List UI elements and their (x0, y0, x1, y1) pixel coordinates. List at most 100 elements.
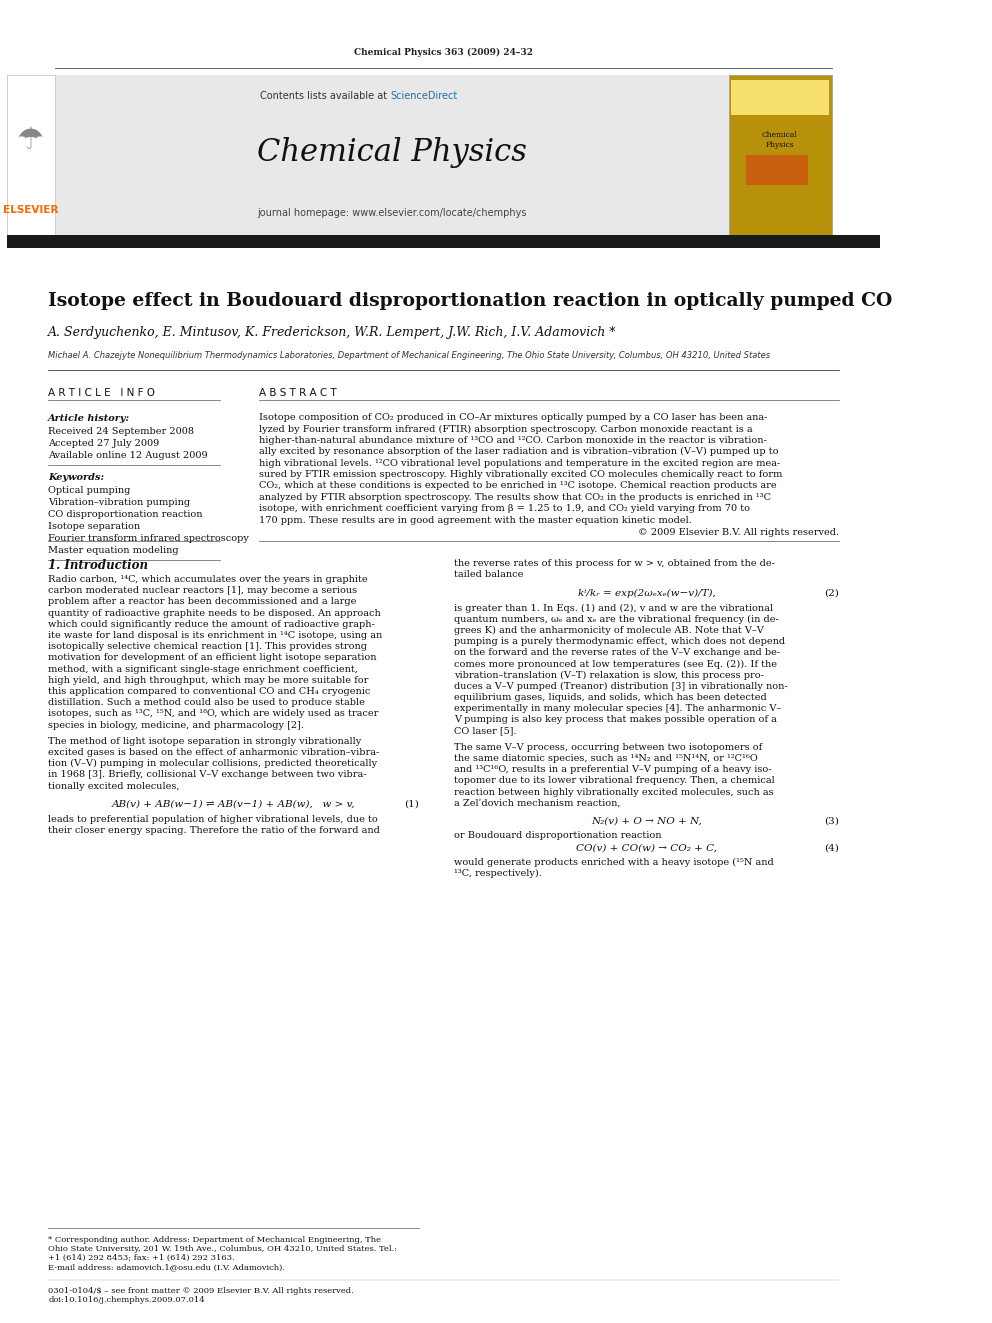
Text: (4): (4) (824, 844, 839, 853)
Text: leads to preferential population of higher vibrational levels, due to: leads to preferential population of high… (49, 815, 378, 824)
Text: high vibrational levels. ¹²CO vibrational level populations and temperature in t: high vibrational levels. ¹²CO vibrationa… (260, 459, 781, 467)
Text: ally excited by resonance absorption of the laser radiation and is vibration–vib: ally excited by resonance absorption of … (260, 447, 779, 456)
Text: Available online 12 August 2009: Available online 12 August 2009 (49, 451, 207, 460)
Text: Contents lists available at: Contents lists available at (260, 91, 390, 101)
Text: (1): (1) (404, 800, 419, 808)
Text: Michael A. Chazejyte Nonequilibrium Thermodynamics Laboratories, Department of M: Michael A. Chazejyte Nonequilibrium Ther… (49, 351, 770, 360)
Text: equilibrium gases, liquids, and solids, which has been detected: equilibrium gases, liquids, and solids, … (454, 693, 767, 703)
Text: tion (V–V) pumping in molecular collisions, predicted theoretically: tion (V–V) pumping in molecular collisio… (49, 759, 377, 769)
Text: in 1968 [3]. Briefly, collisional V–V exchange between two vibra-: in 1968 [3]. Briefly, collisional V–V ex… (49, 770, 367, 779)
Text: Article history:: Article history: (49, 414, 130, 423)
Text: CO₂, which at these conditions is expected to be enriched in ¹³C isotope. Chemic: CO₂, which at these conditions is expect… (260, 482, 777, 491)
Text: 1. Introduction: 1. Introduction (49, 560, 148, 572)
FancyBboxPatch shape (7, 235, 880, 247)
Text: sured by FTIR emission spectroscopy. Highly vibrationally excited CO molecules c: sured by FTIR emission spectroscopy. Hig… (260, 470, 783, 479)
Text: topomer due to its lower vibrational frequency. Then, a chemical: topomer due to its lower vibrational fre… (454, 777, 775, 786)
Text: their closer energy spacing. Therefore the ratio of the forward and: their closer energy spacing. Therefore t… (49, 826, 380, 835)
Text: or Boudouard disproportionation reaction: or Boudouard disproportionation reaction (454, 831, 662, 840)
Text: A B S T R A C T: A B S T R A C T (260, 388, 337, 398)
Text: ELSEVIER: ELSEVIER (3, 205, 59, 216)
Text: grees K) and the anharmonicity of molecule AB. Note that V–V: grees K) and the anharmonicity of molecu… (454, 626, 764, 635)
Text: higher-than-natural abundance mixture of ¹³CO and ¹²CO. Carbon monoxide in the r: higher-than-natural abundance mixture of… (260, 435, 767, 445)
FancyBboxPatch shape (746, 155, 807, 185)
Text: vibration–translation (V–T) relaxation is slow, this process pro-: vibration–translation (V–T) relaxation i… (454, 671, 764, 680)
Text: AB(v) + AB(w−1) ⇌ AB(v−1) + AB(w),   w > v,: AB(v) + AB(w−1) ⇌ AB(v−1) + AB(w), w > v… (112, 800, 355, 808)
Text: distillation. Such a method could also be used to produce stable: distillation. Such a method could also b… (49, 699, 365, 708)
Text: journal homepage: www.elsevier.com/locate/chemphys: journal homepage: www.elsevier.com/locat… (257, 208, 527, 218)
Text: which could significantly reduce the amount of radioactive graph-: which could significantly reduce the amo… (49, 619, 375, 628)
Text: Chemical Physics: Chemical Physics (257, 138, 527, 168)
Text: kⁱ/kᵣ = exp(2ωₑxₑ(w−v)/T),: kⁱ/kᵣ = exp(2ωₑxₑ(w−v)/T), (577, 589, 715, 598)
FancyBboxPatch shape (7, 75, 56, 235)
Text: ScienceDirect: ScienceDirect (390, 91, 457, 101)
Text: N₂(v) + O → NO + N,: N₂(v) + O → NO + N, (591, 818, 701, 826)
Text: (2): (2) (824, 589, 839, 598)
Text: ite waste for land disposal is its enrichment in ¹⁴C isotope, using an: ite waste for land disposal is its enric… (49, 631, 382, 640)
Text: reaction between highly vibrationally excited molecules, such as: reaction between highly vibrationally ex… (454, 787, 774, 796)
Text: A. Serdyuchenko, E. Mintusov, K. Frederickson, W.R. Lempert, J.W. Rich, I.V. Ada: A. Serdyuchenko, E. Mintusov, K. Frederi… (49, 325, 617, 339)
Text: doi:10.1016/j.chemphys.2009.07.014: doi:10.1016/j.chemphys.2009.07.014 (49, 1297, 205, 1304)
Text: * Corresponding author. Address: Department of Mechanical Engineering, The: * Corresponding author. Address: Departm… (49, 1236, 381, 1244)
Text: this application compared to conventional CO and CH₄ cryogenic: this application compared to conventiona… (49, 687, 371, 696)
Text: 0301-0104/$ – see front matter © 2009 Elsevier B.V. All rights reserved.: 0301-0104/$ – see front matter © 2009 El… (49, 1287, 354, 1295)
Text: excited gases is based on the effect of anharmonic vibration–vibra-: excited gases is based on the effect of … (49, 747, 379, 757)
Text: tionally excited molecules,: tionally excited molecules, (49, 782, 180, 791)
Text: CO(v) + CO(w) → CO₂ + C,: CO(v) + CO(w) → CO₂ + C, (576, 844, 717, 853)
Text: +1 (614) 292 8453; fax: +1 (614) 292 3163.: +1 (614) 292 8453; fax: +1 (614) 292 316… (49, 1254, 235, 1262)
Text: comes more pronounced at low temperatures (see Eq. (2)). If the: comes more pronounced at low temperature… (454, 659, 777, 668)
Text: high yield, and high throughput, which may be more suitable for: high yield, and high throughput, which m… (49, 676, 368, 685)
Text: quantum numbers, ωₑ and xₑ are the vibrational frequency (in de-: quantum numbers, ωₑ and xₑ are the vibra… (454, 615, 779, 623)
Text: ¹³C, respectively).: ¹³C, respectively). (454, 869, 542, 878)
Text: Isotope effect in Boudouard disproportionation reaction in optically pumped CO: Isotope effect in Boudouard disproportio… (49, 292, 893, 310)
Text: lyzed by Fourier transform infrared (FTIR) absorption spectroscopy. Carbon monox: lyzed by Fourier transform infrared (FTI… (260, 425, 753, 434)
Text: Radio carbon, ¹⁴C, which accumulates over the years in graphite: Radio carbon, ¹⁴C, which accumulates ove… (49, 576, 368, 583)
Text: 170 ppm. These results are in good agreement with the master equation kinetic mo: 170 ppm. These results are in good agree… (260, 516, 692, 525)
Text: (3): (3) (824, 818, 839, 826)
Text: the reverse rates of this process for w > v, obtained from the de-: the reverse rates of this process for w … (454, 560, 775, 568)
Text: motivation for development of an efficient light isotope separation: motivation for development of an efficie… (49, 654, 377, 663)
Text: Fourier transform infrared spectroscopy: Fourier transform infrared spectroscopy (49, 534, 249, 542)
Text: isotope, with enrichment coefficient varying from β = 1.25 to 1.9, and CO₂ yield: isotope, with enrichment coefficient var… (260, 504, 750, 513)
Text: CO disproportionation reaction: CO disproportionation reaction (49, 509, 202, 519)
Text: E-mail address: adamovich.1@osu.edu (I.V. Adamovich).: E-mail address: adamovich.1@osu.edu (I.V… (49, 1263, 285, 1271)
Text: carbon moderated nuclear reactors [1], may become a serious: carbon moderated nuclear reactors [1], m… (49, 586, 357, 595)
Text: a Zelʹdovich mechanism reaction,: a Zelʹdovich mechanism reaction, (454, 799, 621, 808)
Text: experimentally in many molecular species [4]. The anharmonic V–: experimentally in many molecular species… (454, 704, 782, 713)
Text: Vibration–vibration pumping: Vibration–vibration pumping (49, 497, 190, 507)
Text: tailed balance: tailed balance (454, 570, 524, 579)
Text: Optical pumping: Optical pumping (49, 486, 131, 495)
Text: problem after a reactor has been decommissioned and a large: problem after a reactor has been decommi… (49, 598, 356, 606)
Text: species in biology, medicine, and pharmacology [2].: species in biology, medicine, and pharma… (49, 721, 305, 729)
Text: Isotope composition of CO₂ produced in CO–Ar mixtures optically pumped by a CO l: Isotope composition of CO₂ produced in C… (260, 413, 768, 422)
Text: Received 24 September 2008: Received 24 September 2008 (49, 427, 194, 437)
Text: Chemical Physics 363 (2009) 24–32: Chemical Physics 363 (2009) 24–32 (354, 48, 533, 57)
Text: analyzed by FTIR absorption spectroscopy. The results show that CO₂ in the produ: analyzed by FTIR absorption spectroscopy… (260, 492, 772, 501)
Text: quantity of radioactive graphite needs to be disposed. An approach: quantity of radioactive graphite needs t… (49, 609, 381, 618)
Text: duces a V–V pumped (Treanor) distribution [3] in vibrationally non-: duces a V–V pumped (Treanor) distributio… (454, 681, 788, 691)
Text: isotopes, such as ¹³C, ¹⁵N, and ¹⁸O, which are widely used as tracer: isotopes, such as ¹³C, ¹⁵N, and ¹⁸O, whi… (49, 709, 379, 718)
Text: CO laser [5].: CO laser [5]. (454, 726, 517, 736)
FancyBboxPatch shape (56, 75, 729, 235)
FancyBboxPatch shape (729, 75, 831, 235)
Text: is greater than 1. In Eqs. (1) and (2), v and w are the vibrational: is greater than 1. In Eqs. (1) and (2), … (454, 603, 773, 613)
Text: V pumping is also key process that makes possible operation of a: V pumping is also key process that makes… (454, 716, 777, 725)
FancyBboxPatch shape (731, 79, 829, 115)
Text: ☂: ☂ (17, 126, 45, 155)
Text: on the forward and the reverse rates of the V–V exchange and be-: on the forward and the reverse rates of … (454, 648, 780, 658)
Text: Accepted 27 July 2009: Accepted 27 July 2009 (49, 439, 160, 448)
Text: isotopically selective chemical reaction [1]. This provides strong: isotopically selective chemical reaction… (49, 642, 367, 651)
Text: Isotope separation: Isotope separation (49, 523, 140, 531)
Text: method, with a significant single-stage enrichment coefficient,: method, with a significant single-stage … (49, 664, 358, 673)
Text: would generate products enriched with a heavy isotope (¹⁵N and: would generate products enriched with a … (454, 859, 774, 867)
Text: and ¹³C¹⁶O, results in a preferential V–V pumping of a heavy iso-: and ¹³C¹⁶O, results in a preferential V–… (454, 765, 772, 774)
Text: Chemical
Physics: Chemical Physics (762, 131, 798, 149)
Text: Keywords:: Keywords: (49, 474, 104, 482)
Text: pumping is a purely thermodynamic effect, which does not depend: pumping is a purely thermodynamic effect… (454, 636, 785, 646)
Text: Master equation modeling: Master equation modeling (49, 546, 179, 556)
Text: The method of light isotope separation in strongly vibrationally: The method of light isotope separation i… (49, 737, 361, 746)
Text: Ohio State University, 201 W. 19th Ave., Columbus, OH 43210, United States. Tel.: Ohio State University, 201 W. 19th Ave.,… (49, 1245, 397, 1253)
Text: the same diatomic species, such as ¹⁴N₂ and ¹⁵N¹⁴N, or ¹²C¹⁶O: the same diatomic species, such as ¹⁴N₂ … (454, 754, 758, 763)
Text: A R T I C L E   I N F O: A R T I C L E I N F O (49, 388, 155, 398)
Text: © 2009 Elsevier B.V. All rights reserved.: © 2009 Elsevier B.V. All rights reserved… (638, 528, 839, 537)
Text: The same V–V process, occurring between two isotopomers of: The same V–V process, occurring between … (454, 742, 762, 751)
